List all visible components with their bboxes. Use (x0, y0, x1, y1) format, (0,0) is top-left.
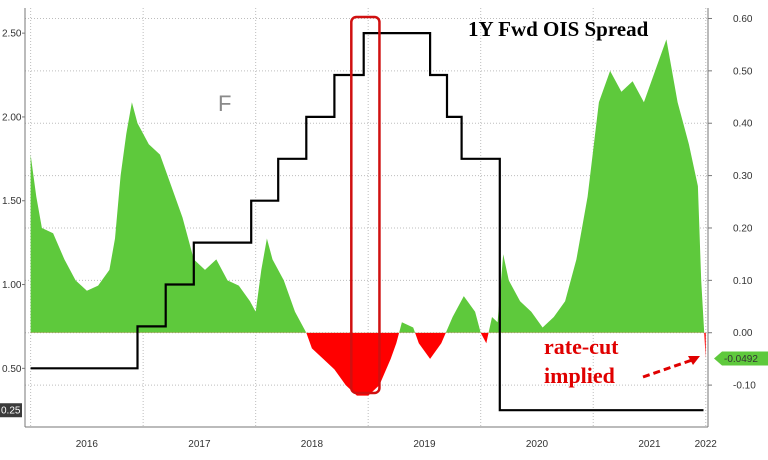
right-tick-label: 0.50 (733, 66, 753, 77)
axis-layer: 2.50 2.00 1.50 1.00 0.50 0.25 0.60 0.50 0.40 0.30… (0, 8, 768, 450)
fed-funds-layer (30, 32, 704, 412)
highlight-layer (350, 15, 381, 395)
right-tick-label: 0.20 (733, 223, 753, 234)
x-tick-label: 2022 (695, 439, 718, 450)
left-tick-label: 2.50 (2, 29, 22, 40)
fed-funds-line (30, 32, 704, 412)
grid-layer (25, 8, 708, 427)
x-tick-label: 2018 (301, 439, 324, 450)
chart-title: 1Y Fwd OIS Spread (468, 17, 649, 41)
right-tick-label: -0.10 (733, 381, 756, 392)
annotation-rate-cut: rate-cut (544, 334, 619, 359)
x-tick-label: 2016 (76, 439, 99, 450)
left-value-badge (0, 403, 22, 418)
left-value-label: 0.25 (1, 406, 21, 417)
annotation-implied: implied (544, 363, 615, 388)
highlight-box (350, 15, 381, 395)
right-tick-label: 0.00 (733, 328, 753, 339)
spread-area-layer (30, 39, 706, 396)
left-tick-label: 1.50 (2, 196, 22, 207)
left-tick-label: 0.50 (2, 364, 22, 375)
fed-funds-label-line1: F (218, 91, 231, 116)
annotation-arrow-head (688, 356, 700, 365)
right-value-label: -0.0492 (724, 354, 758, 365)
spread-area-positive (30, 39, 706, 333)
x-tick-label: 2020 (526, 439, 549, 450)
right-value-badge (714, 351, 768, 366)
x-tick-label: 2019 (413, 439, 436, 450)
right-tick-label: 0.30 (733, 171, 753, 182)
x-tick-label: 2017 (188, 439, 211, 450)
right-tick-label: 0.40 (733, 119, 753, 130)
left-tick-label: 2.00 (2, 112, 22, 123)
right-tick-label: 0.10 (733, 276, 753, 287)
annotation-arrow-shaft (642, 357, 696, 379)
right-tick-label: 0.60 (733, 14, 753, 25)
spread-area-negative (306, 332, 706, 396)
left-tick-label: 1.00 (2, 280, 22, 291)
x-tick-label: 2021 (638, 439, 661, 450)
